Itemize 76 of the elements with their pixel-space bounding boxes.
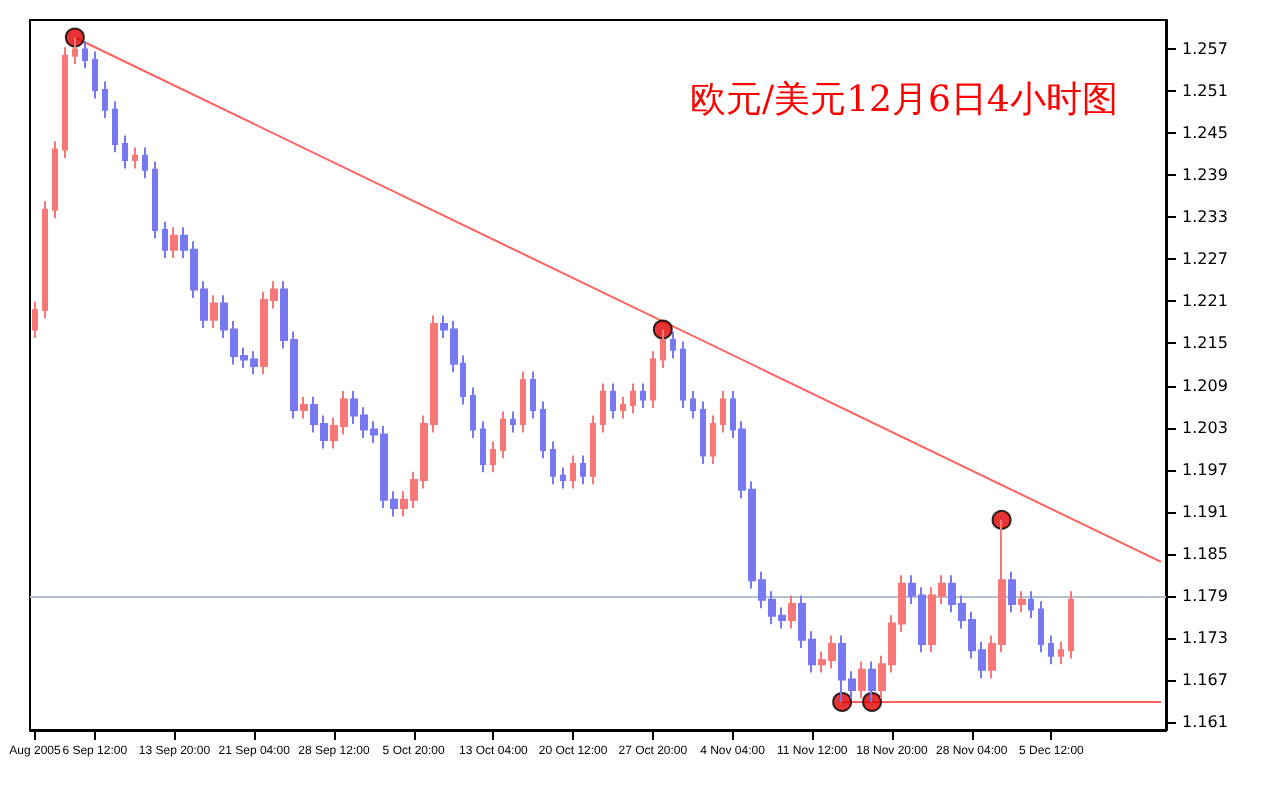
y-tick-label: 1.185 — [1182, 544, 1228, 563]
candlestick — [490, 440, 496, 474]
y-tick-label: 1.167 — [1182, 670, 1228, 689]
candlestick — [470, 386, 476, 440]
candlestick — [92, 50, 98, 100]
candlestick — [858, 660, 866, 700]
candlestick — [630, 382, 636, 415]
candlestick — [1068, 590, 1074, 660]
candlestick — [680, 340, 686, 409]
y-tick-label: 1.191 — [1182, 502, 1228, 521]
candlestick — [640, 382, 646, 409]
candlestick — [152, 160, 158, 240]
candlestick — [42, 200, 48, 320]
y-tick-label: 1.245 — [1182, 124, 1228, 143]
candlestick — [610, 382, 616, 420]
candlestick — [1048, 634, 1054, 666]
candlestick — [580, 454, 586, 486]
point — [64, 27, 85, 48]
candlestick — [590, 414, 596, 486]
point — [862, 692, 883, 712]
point — [832, 692, 853, 712]
point — [991, 509, 1012, 530]
candlestick — [660, 328, 666, 369]
candlestick — [620, 395, 626, 420]
candlestick — [710, 414, 716, 465]
candlestick — [788, 594, 796, 630]
y-tick-label: 1.251 — [1182, 82, 1228, 101]
candlestick — [32, 300, 38, 339]
candlestick — [510, 410, 516, 434]
candlestick — [142, 146, 148, 180]
y-tick-label: 1.221 — [1182, 292, 1228, 311]
y-tick-label: 1.215 — [1182, 334, 1228, 353]
candlestick — [82, 40, 88, 70]
candlestick — [540, 400, 546, 460]
candlestick — [690, 390, 696, 420]
y-tick-label: 1.161 — [1182, 712, 1228, 731]
candlestick — [550, 440, 556, 486]
candlestick — [1058, 640, 1064, 666]
text: 欧元/美元12月6日4小时图 — [690, 79, 1118, 121]
candlestick — [102, 80, 108, 120]
y-tick-label: 1.239 — [1182, 166, 1228, 185]
candlestick — [1018, 590, 1026, 614]
y-tick-label: 1.203 — [1182, 418, 1228, 437]
candlestick — [1038, 600, 1044, 654]
candlestick — [650, 350, 656, 409]
candlestick — [170, 226, 178, 260]
candlestick — [300, 395, 308, 420]
candlestick — [132, 146, 138, 170]
y-tick-label: 1.257 — [1182, 40, 1228, 59]
point — [652, 319, 673, 340]
candlestick — [700, 400, 706, 465]
y-tick-label: 1.197 — [1182, 460, 1228, 479]
candlestick — [560, 466, 566, 490]
candlestick — [570, 454, 576, 490]
candlestick — [52, 140, 58, 220]
y-tick-label: 1.227 — [1182, 250, 1228, 269]
candlestick — [210, 294, 218, 330]
candlestick — [162, 220, 168, 260]
candlestick — [530, 370, 536, 420]
y-tick-label: 1.233 — [1182, 208, 1228, 227]
candlestick — [62, 46, 68, 159]
candlestick — [500, 410, 506, 460]
candlestick — [122, 134, 128, 170]
candlestick — [1008, 570, 1016, 614]
candlestick — [868, 660, 876, 703]
candlestick — [112, 100, 118, 154]
candlestick — [720, 390, 726, 434]
candlestick — [600, 382, 606, 434]
candlestick — [72, 36, 78, 66]
candlestick — [520, 370, 526, 434]
y-tick-label: 1.179 — [1182, 586, 1228, 605]
y-tick-label: 1.209 — [1182, 376, 1228, 395]
y-tick-label: 1.173 — [1182, 628, 1228, 647]
candlestick — [480, 420, 486, 474]
candlestick — [1028, 590, 1034, 619]
candlestick — [670, 330, 676, 360]
